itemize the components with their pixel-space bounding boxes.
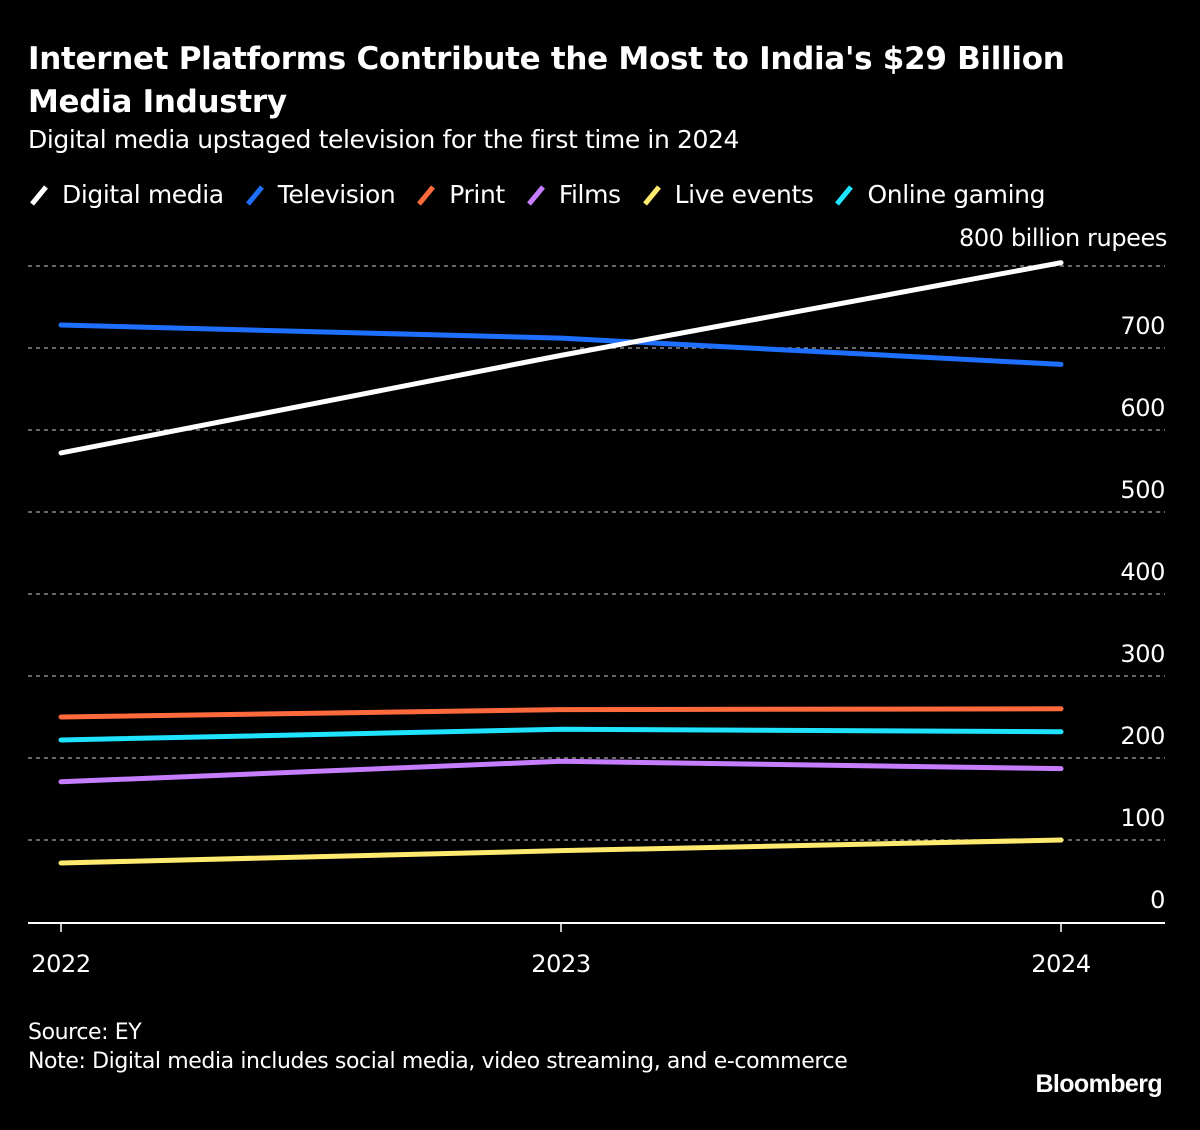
- y-tick-label: 100: [1120, 804, 1165, 832]
- legend-label: Television: [277, 180, 396, 209]
- legend-item-films: Films: [525, 178, 621, 212]
- legend-swatch-icon: [417, 185, 436, 206]
- series-line-print: [58, 706, 1064, 720]
- y-tick-label: 700: [1120, 312, 1165, 340]
- series-line-television: [58, 322, 1064, 367]
- footnote: Note: Digital media includes social medi…: [28, 1049, 848, 1074]
- y-tick-label: 300: [1120, 640, 1165, 668]
- line-chart: 0 100 200 300 400 500 600 700 2022 2023 2024: [28, 260, 1165, 978]
- legend-item-online-gaming: Online gaming: [833, 178, 1045, 212]
- legend-item-television: Television: [244, 178, 396, 212]
- legend-item-live-events: Live events: [641, 178, 814, 212]
- x-axis: 2022 2023 2024: [28, 922, 1165, 978]
- series-line-digital-media: [58, 260, 1064, 456]
- legend-label: Live events: [674, 180, 814, 209]
- legend-label: Digital media: [62, 180, 224, 209]
- legend-swatch-icon: [30, 185, 48, 206]
- legend-swatch-icon: [642, 185, 661, 206]
- gridlines: [28, 265, 1165, 841]
- series-line-live-events: [58, 837, 1064, 866]
- y-axis-unit-label: 800 billion rupees: [958, 224, 1167, 252]
- legend-label: Films: [558, 180, 621, 209]
- legend: Digital media Television Print Films Liv…: [28, 178, 1065, 212]
- bloomberg-logo: Bloomberg: [1035, 1070, 1162, 1098]
- series-line-films: [58, 758, 1064, 785]
- y-tick-label: 600: [1120, 394, 1165, 422]
- legend-label: Online gaming: [867, 180, 1046, 209]
- y-axis-labels: 0 100 200 300 400 500 600 700: [1120, 312, 1165, 914]
- chart-title: Internet Platforms Contribute the Most t…: [28, 41, 1065, 120]
- legend-swatch-icon: [245, 185, 264, 206]
- footer-notes: Source: EY Note: Digital media includes …: [28, 1018, 848, 1076]
- y-tick-label: 0: [1150, 886, 1165, 914]
- y-tick-label: 400: [1120, 558, 1165, 586]
- legend-label: Print: [449, 180, 505, 209]
- series-lines: [58, 260, 1064, 866]
- chart-subtitle: Digital media upstaged television for th…: [28, 125, 739, 154]
- x-tick-label: 2023: [531, 950, 590, 978]
- source-note: Source: EY: [28, 1020, 142, 1045]
- legend-swatch-icon: [526, 185, 545, 206]
- legend-swatch-icon: [835, 185, 854, 206]
- y-tick-label: 200: [1120, 722, 1165, 750]
- legend-item-digital-media: Digital media: [28, 178, 224, 212]
- legend-item-print: Print: [415, 178, 505, 212]
- y-tick-label: 500: [1120, 476, 1165, 504]
- x-tick-label: 2022: [31, 950, 90, 978]
- series-line-online-gaming: [58, 726, 1064, 743]
- x-tick-label: 2024: [1031, 950, 1090, 978]
